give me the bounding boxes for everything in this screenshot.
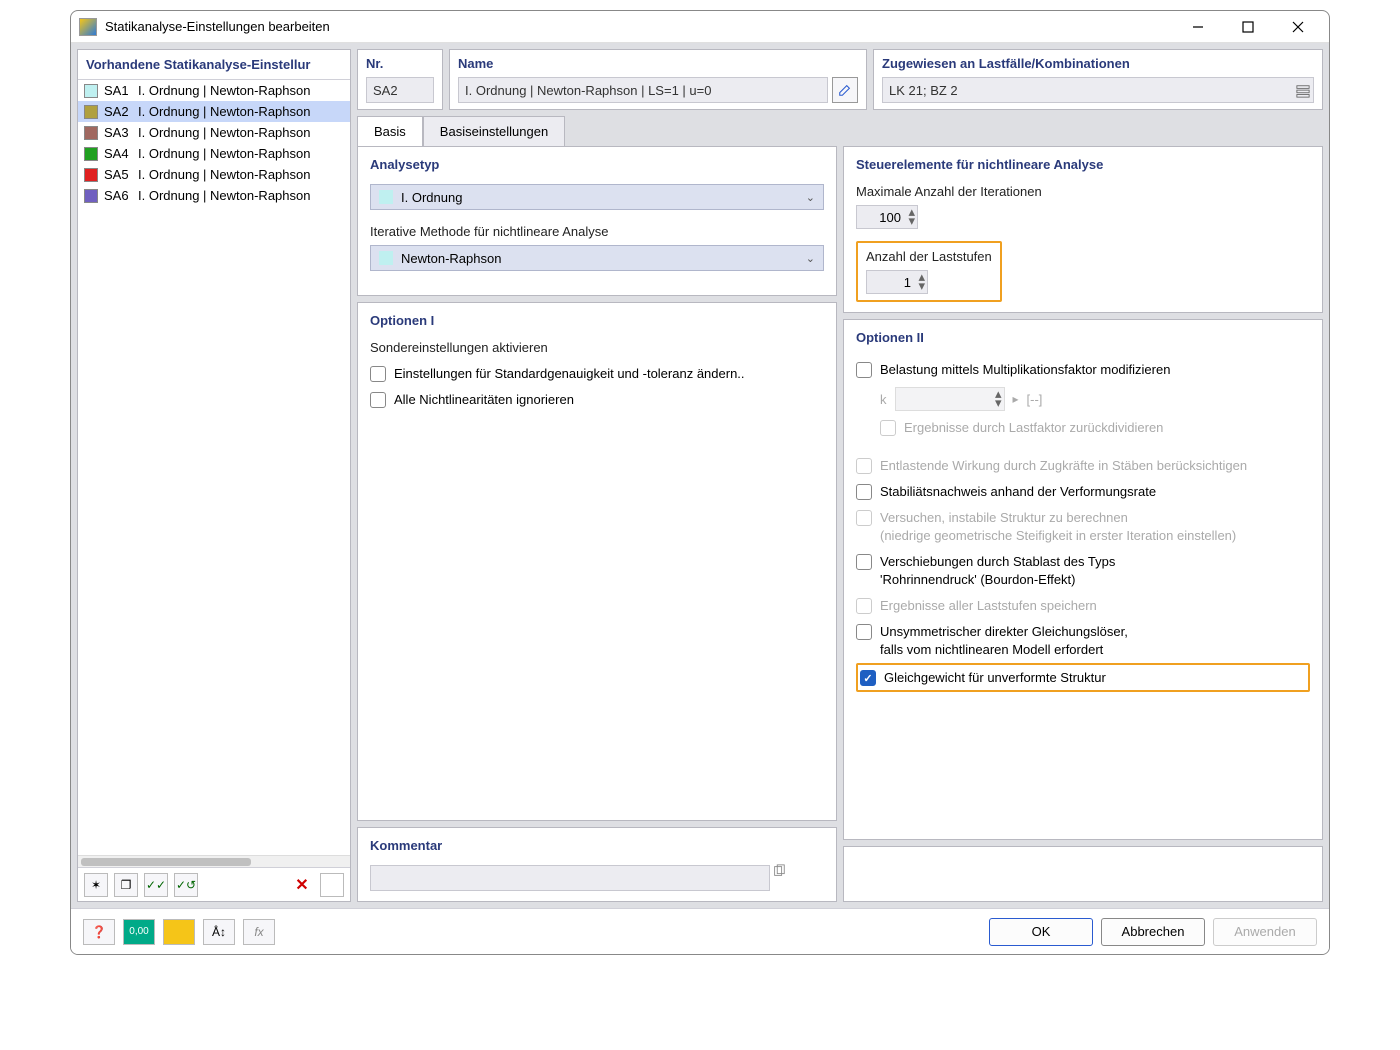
settings-list-item[interactable]: SA3I. Ordnung | Newton-Raphson [78,122,350,143]
checkbox-icon [880,420,896,436]
chk-accuracy[interactable]: Einstellungen für Standardgenauigkeit un… [370,361,824,387]
checkbox-icon[interactable] [860,670,876,686]
settings-list-panel: Vorhandene Statikanalyse-Einstellur SA1I… [77,49,351,902]
iter-swatch [379,251,393,265]
k-factor-row: k ▴▾ ▸ [--] [880,383,1310,415]
comment-copy-icon[interactable] [766,858,792,884]
blank-icon[interactable] [320,873,344,897]
apply-button: Anwenden [1213,918,1317,946]
minimize-button[interactable] [1175,13,1221,41]
nr-label: Nr. [366,56,434,77]
chk-divide: Ergebnisse durch Lastfaktor zurückdividi… [880,415,1310,441]
settings-list-header: Vorhandene Statikanalyse-Einstellur [78,50,350,80]
horizontal-scrollbar[interactable] [78,855,350,867]
settings-list-item[interactable]: SA2I. Ordnung | Newton-Raphson [78,101,350,122]
method-swatch [379,190,393,204]
app-icon [79,18,97,36]
assign-label: Zugewiesen an Lastfälle/Kombinationen [882,56,1314,77]
iter-value: Newton-Raphson [401,251,501,266]
ok-button[interactable]: OK [989,918,1093,946]
nr-panel: Nr. SA2 [357,49,443,110]
method-value: I. Ordnung [401,190,462,205]
tab-basiseinstellungen[interactable]: Basiseinstellungen [423,116,565,146]
edit-name-icon[interactable] [832,77,858,103]
chk-relief: Entlastende Wirkung durch Zugkräfte in S… [856,453,1310,479]
load-steps-spinner[interactable]: 1 ▴▾ [866,270,928,294]
assign-value: LK 21; BZ 2 [882,77,1314,103]
chk-stability[interactable]: Stabiliätsnachweis anhand der Verformung… [856,479,1310,505]
iter-method-label: Iterative Methode für nichtlineare Analy… [370,224,824,239]
assign-panel: Zugewiesen an Lastfälle/Kombinationen LK… [873,49,1323,110]
chevron-down-icon: ⌄ [806,252,815,265]
controls-header: Steuerelemente für nichtlineare Analyse [856,157,1310,172]
iter-method-dropdown[interactable]: Newton-Raphson ⌄ [370,245,824,271]
options1-subheader: Sondereinstellungen aktivieren [370,340,824,355]
nr-value: SA2 [366,77,434,103]
check-icon-1[interactable]: ✓✓ [144,873,168,897]
footer: ❓ 0,00 Å↕ fx OK Abbrechen Anwenden [71,908,1329,954]
empty-panel [843,846,1323,902]
check-icon-2[interactable]: ✓↺ [174,873,198,897]
controls-section: Steuerelemente für nichtlineare Analyse … [843,146,1323,313]
name-panel: Name I. Ordnung | Newton-Raphson | LS=1 … [449,49,867,110]
checkbox-icon[interactable] [370,366,386,382]
chk-ignore-nonlin[interactable]: Alle Nichtlinearitäten ignorieren [370,387,824,413]
checkbox-icon[interactable] [370,392,386,408]
comment-header: Kommentar [370,838,824,853]
tabstrip: Basis Basiseinstellungen [357,116,1323,146]
k-spinner: ▴▾ [895,387,1005,411]
options1-header: Optionen I [370,313,824,328]
chk-save-steps: Ergebnisse aller Laststufen speichern [856,593,1310,619]
list-toolbar: ✶ ❐ ✓✓ ✓↺ ✕ [78,867,350,901]
load-steps-label: Anzahl der Laststufen [866,249,992,264]
comment-input[interactable] [370,865,770,891]
analysetyp-header: Analysetyp [370,157,824,172]
close-button[interactable] [1275,13,1321,41]
new-icon[interactable]: ✶ [84,873,108,897]
color-icon[interactable] [163,919,195,945]
checkbox-icon[interactable] [856,362,872,378]
checkbox-icon[interactable] [856,484,872,500]
checkbox-icon [856,598,872,614]
titlebar: Statikanalyse-Einstellungen bearbeiten [71,11,1329,43]
window-title: Statikanalyse-Einstellungen bearbeiten [105,19,1175,34]
maximize-button[interactable] [1225,13,1271,41]
settings-list-item[interactable]: SA1I. Ordnung | Newton-Raphson [78,80,350,101]
chk-try-instable: Versuchen, instabile Struktur zu berechn… [856,505,1310,549]
fx-icon[interactable]: fx [243,919,275,945]
chk-mult-factor[interactable]: Belastung mittels Multiplikationsfaktor … [856,357,1310,383]
cancel-button[interactable]: Abbrechen [1101,918,1205,946]
help-icon[interactable]: ❓ [83,919,115,945]
chk-equilibrium-highlight: Gleichgewicht für unverformte Struktur [856,663,1310,692]
checkbox-icon [856,458,872,474]
options2-header: Optionen II [856,330,1310,345]
tree-icon[interactable]: Å↕ [203,919,235,945]
checkbox-icon[interactable] [856,554,872,570]
delete-icon[interactable]: ✕ [290,873,314,897]
settings-list-item[interactable]: SA4I. Ordnung | Newton-Raphson [78,143,350,164]
chk-bourdon[interactable]: Verschiebungen durch Stablast des Typs'R… [856,549,1310,593]
settings-list-item[interactable]: SA6I. Ordnung | Newton-Raphson [78,185,350,206]
settings-list[interactable]: SA1I. Ordnung | Newton-RaphsonSA2I. Ordn… [78,80,350,855]
name-input[interactable]: I. Ordnung | Newton-Raphson | LS=1 | u=0 [458,77,828,103]
options1-section: Optionen I Sondereinstellungen aktiviere… [357,302,837,821]
arrow-right-icon: ▸ [1013,392,1019,406]
load-steps-highlight: Anzahl der Laststufen 1 ▴▾ [856,241,1002,302]
chk-unsym-solver[interactable]: Unsymmetrischer direkter Gleichungslöser… [856,619,1310,663]
chevron-down-icon: ⌄ [806,191,815,204]
units-icon[interactable]: 0,00 [123,919,155,945]
comment-section: Kommentar [357,827,837,902]
checkbox-icon [856,510,872,526]
max-iter-spinner[interactable]: 100 ▴▾ [856,205,918,229]
assign-list-icon[interactable] [1290,78,1316,104]
checkbox-icon[interactable] [856,624,872,640]
max-iter-label: Maximale Anzahl der Iterationen [856,184,1310,199]
copy-icon[interactable]: ❐ [114,873,138,897]
options2-section: Optionen II Belastung mittels Multiplika… [843,319,1323,840]
settings-list-item[interactable]: SA5I. Ordnung | Newton-Raphson [78,164,350,185]
analysis-method-dropdown[interactable]: I. Ordnung ⌄ [370,184,824,210]
tab-basis[interactable]: Basis [357,116,423,146]
analysetyp-section: Analysetyp I. Ordnung ⌄ Iterative Method… [357,146,837,296]
name-label: Name [458,56,858,77]
